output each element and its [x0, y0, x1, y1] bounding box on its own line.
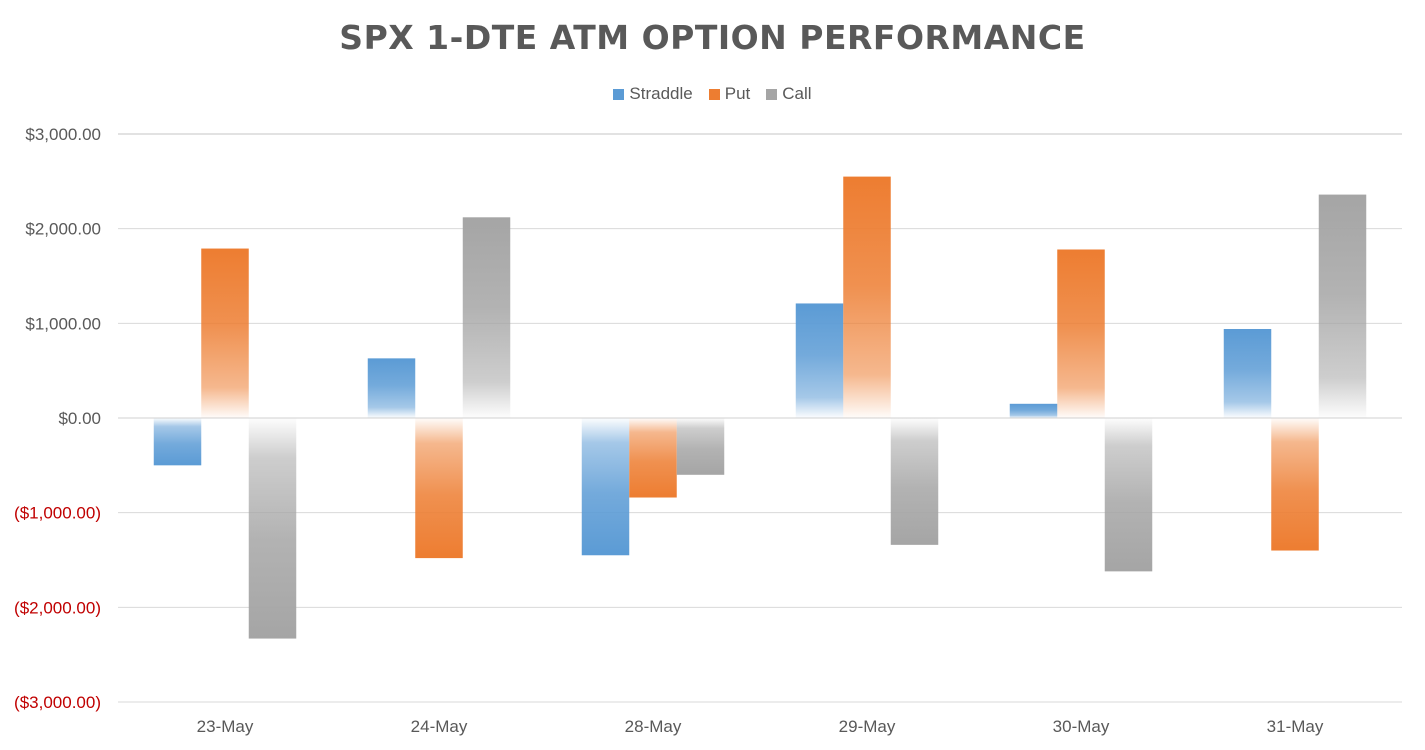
bar-put-29-may: [843, 176, 891, 418]
y-tick-label: $3,000.00: [25, 125, 101, 144]
bar-put-24-may: [415, 418, 463, 559]
bar-straddle-24-may: [367, 358, 416, 418]
legend-swatch-put: [708, 88, 720, 100]
bar-call-23-may: [248, 418, 297, 639]
bar-call-29-may: [890, 418, 939, 545]
y-tick-label: $1,000.00: [25, 314, 101, 333]
bars: [153, 176, 1367, 639]
y-axis-ticks: $3,000.00 $2,000.00 $1,000.00 $0.00 ($1,000.…: [14, 125, 101, 712]
bar-call-24-may: [462, 217, 511, 418]
legend-item-put: Put: [708, 84, 751, 104]
bar-straddle-29-may: [795, 303, 844, 418]
y-tick-label: ($2,000.00): [14, 598, 101, 617]
legend-label-call: Call: [782, 84, 812, 103]
bar-put-23-may: [201, 248, 249, 418]
legend-swatch-call: [766, 88, 778, 100]
x-tick-label: 31-May: [1267, 717, 1324, 736]
x-axis-ticks: 23-May 24-May 28-May 29-May 30-May 31-May: [197, 717, 1324, 736]
legend-item-straddle: Straddle: [613, 84, 693, 104]
bar-put-30-may: [1057, 249, 1105, 418]
y-tick-label: $0.00: [58, 409, 101, 428]
chart-title: SPX 1-DTE ATM OPTION PERFORMANCE: [339, 18, 1086, 57]
x-tick-label: 28-May: [625, 717, 682, 736]
legend-label-put: Put: [724, 84, 751, 103]
bar-straddle-28-may: [581, 418, 630, 556]
x-tick-label: 24-May: [411, 717, 468, 736]
legend-label-straddle: Straddle: [629, 84, 693, 103]
bar-call-28-may: [676, 418, 725, 475]
x-tick-label: 23-May: [197, 717, 254, 736]
x-tick-label: 30-May: [1053, 717, 1110, 736]
bar-straddle-23-may: [153, 418, 202, 466]
bar-straddle-31-may: [1223, 329, 1272, 418]
y-tick-label: ($1,000.00): [14, 504, 101, 523]
x-tick-label: 29-May: [839, 717, 896, 736]
bar-straddle-30-may: [1009, 403, 1058, 418]
legend-item-call: Call: [766, 84, 812, 104]
legend-swatch-straddle: [613, 88, 625, 100]
gridlines: [118, 133, 1402, 703]
bar-call-30-may: [1104, 418, 1153, 572]
y-tick-label: $2,000.00: [25, 220, 101, 239]
bar-call-31-may: [1318, 194, 1367, 418]
legend: Straddle Put Call: [0, 84, 1425, 104]
bar-put-28-may: [629, 418, 677, 498]
y-tick-label: ($3,000.00): [14, 693, 101, 712]
bar-put-31-may: [1271, 418, 1319, 551]
